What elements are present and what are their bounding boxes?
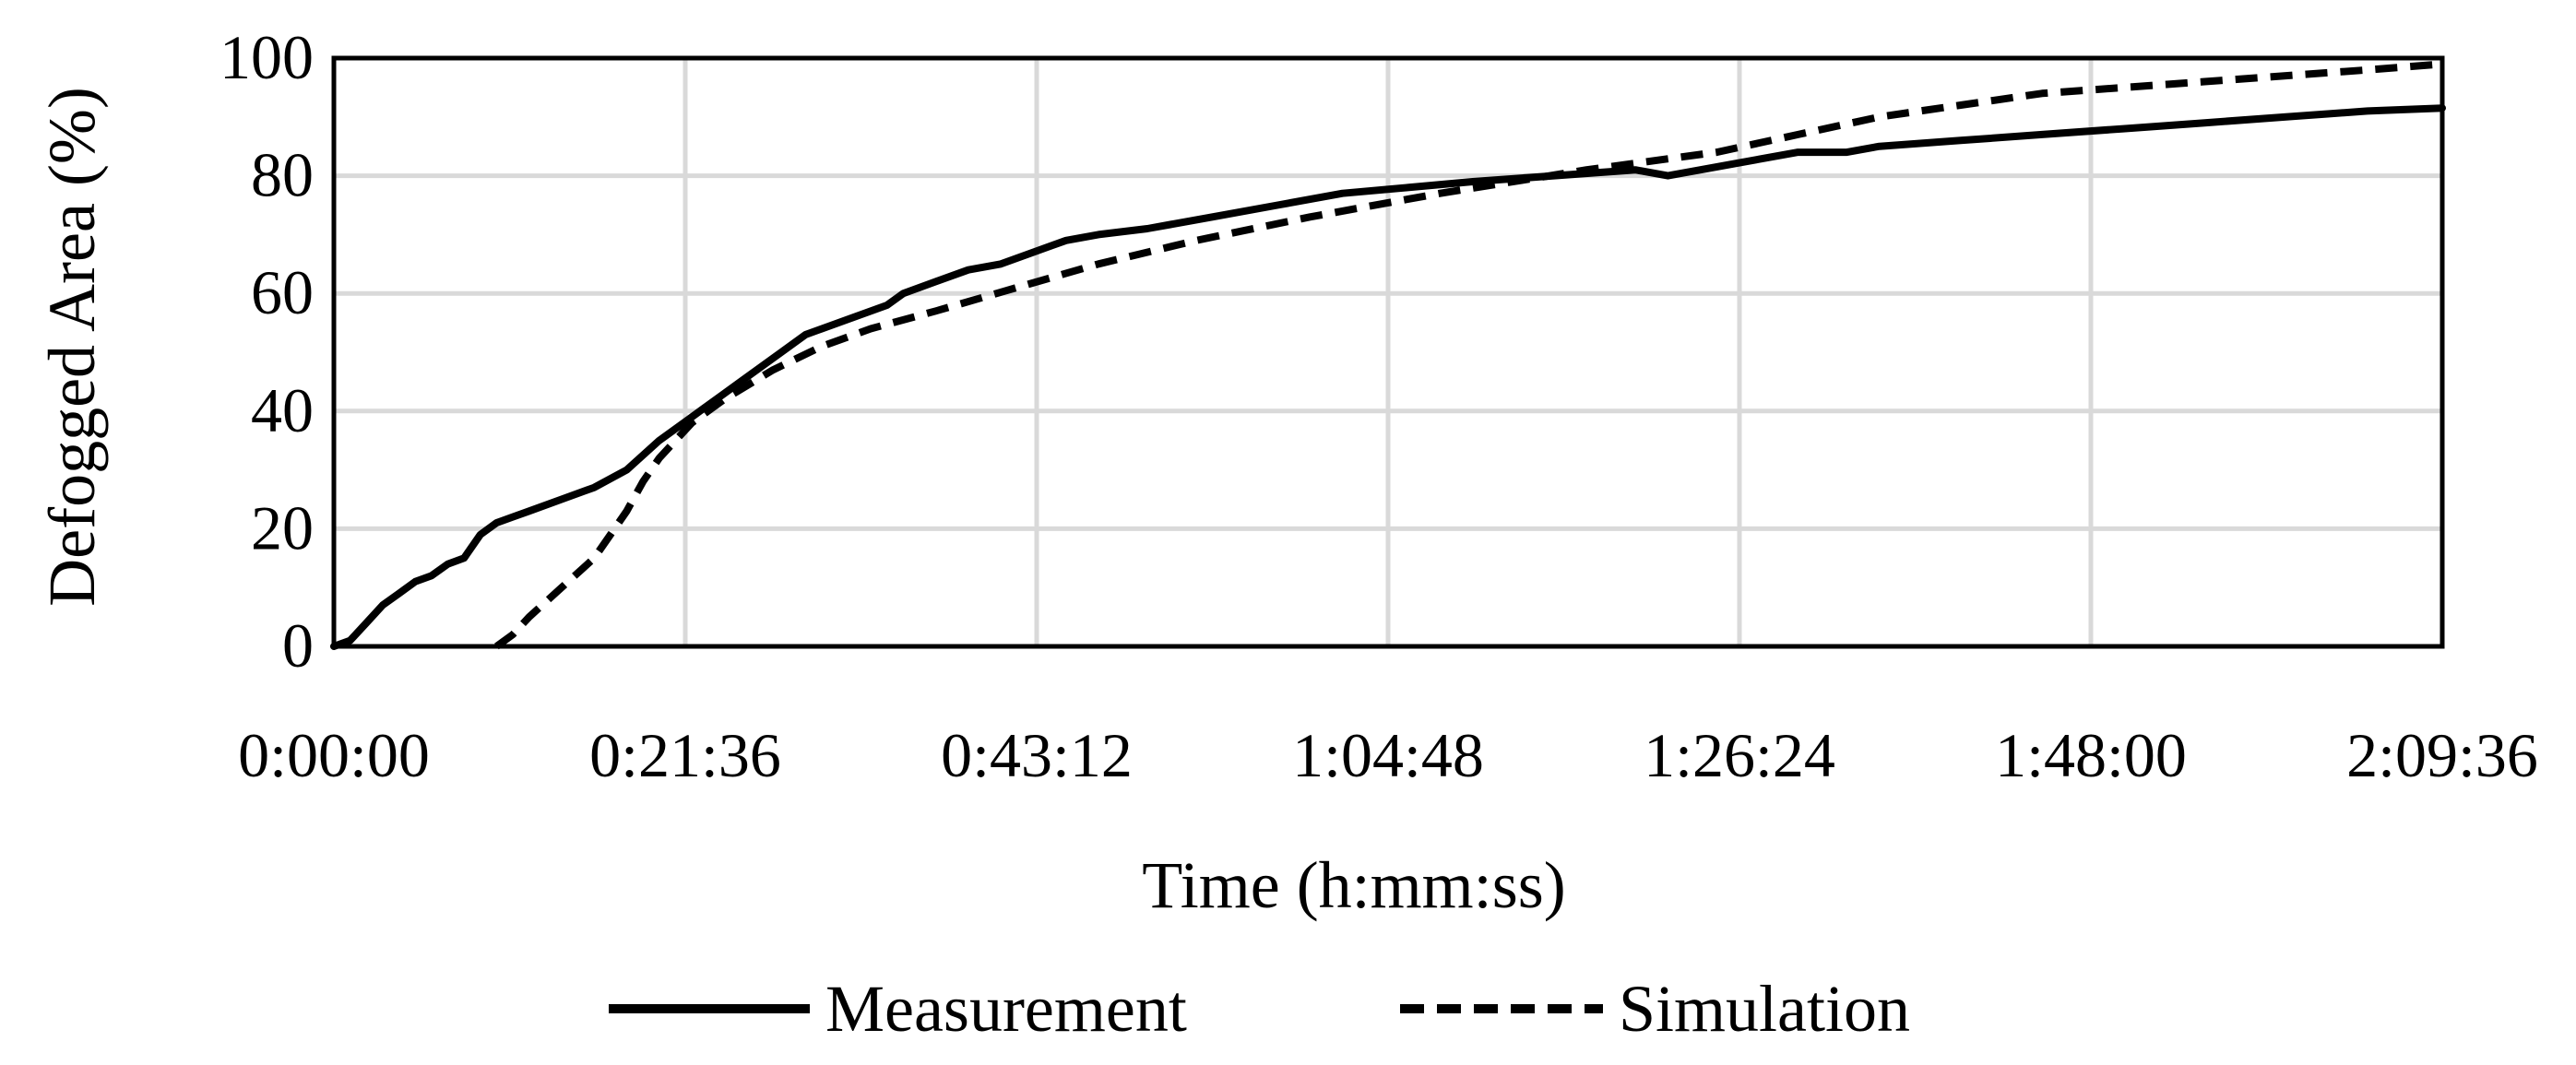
y-axis-title: Defogged Area (%) bbox=[35, 87, 109, 607]
y-tick-label: 0 bbox=[282, 610, 314, 680]
x-tick-label: 1:26:24 bbox=[1644, 720, 1835, 790]
x-tick-label: 1:04:48 bbox=[1292, 720, 1484, 790]
y-tick-label: 20 bbox=[251, 492, 314, 562]
y-tick-label: 100 bbox=[220, 22, 314, 92]
y-tick-label: 60 bbox=[251, 257, 314, 327]
x-tick-labels: 0:00:00 0:21:36 0:43:12 1:04:48 1:26:24 1:48:… bbox=[238, 720, 2538, 790]
series-lines bbox=[330, 60, 2446, 650]
legend-label-simulation: Simulation bbox=[1619, 972, 1910, 1046]
legend: Measurement Simulation bbox=[609, 972, 1910, 1046]
x-axis-title: Time (h:mm:ss) bbox=[1142, 848, 1565, 922]
x-tick-label: 0:43:12 bbox=[941, 720, 1133, 790]
y-tick-label: 80 bbox=[251, 140, 314, 210]
x-tick-label: 0:00:00 bbox=[238, 720, 430, 790]
gridlines bbox=[331, 55, 2445, 649]
y-tick-labels: 0 20 40 60 80 100 bbox=[220, 22, 314, 680]
x-tick-label: 0:21:36 bbox=[589, 720, 781, 790]
x-tick-label: 2:09:36 bbox=[2346, 720, 2538, 790]
legend-label-measurement: Measurement bbox=[825, 972, 1187, 1046]
series-line-measurement bbox=[330, 104, 2446, 650]
x-tick-label: 1:48:00 bbox=[1995, 720, 2187, 790]
y-tick-label: 40 bbox=[251, 375, 314, 445]
plot-frame bbox=[331, 55, 2445, 649]
series-line-simulation bbox=[494, 60, 2443, 650]
